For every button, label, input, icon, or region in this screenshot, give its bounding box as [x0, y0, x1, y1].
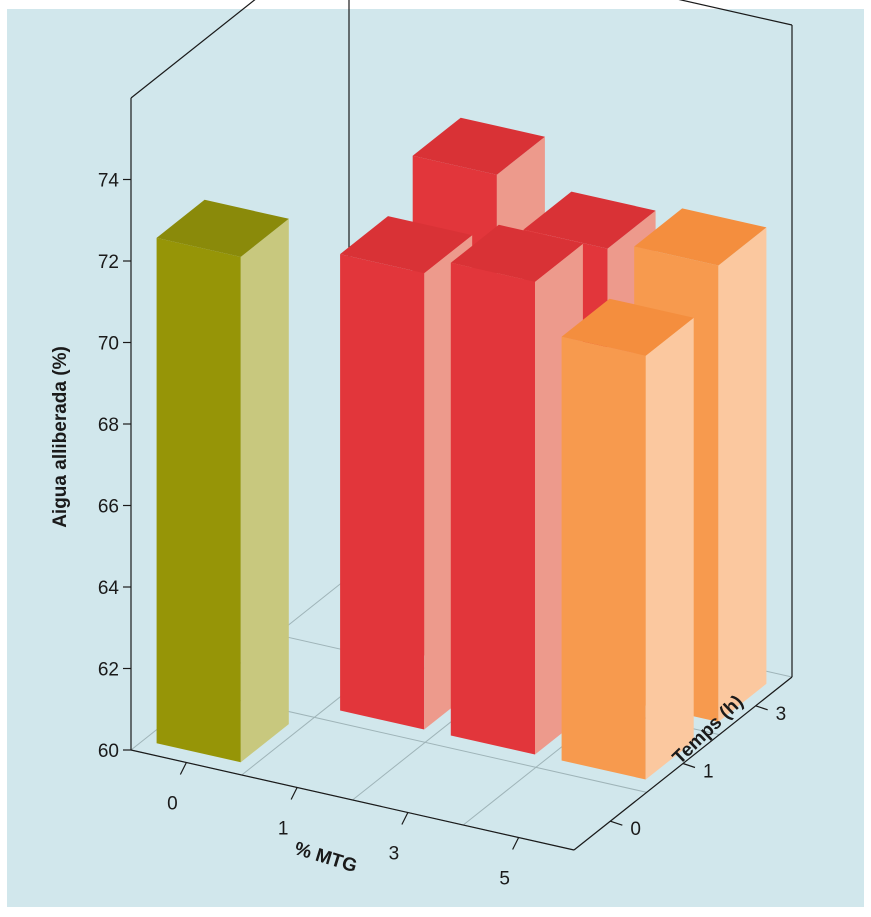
x-tick-label: 5	[499, 869, 510, 890]
x-tick-label: 0	[167, 794, 178, 815]
z-tick-label: 1	[703, 762, 714, 783]
y-tick-label: 60	[98, 741, 119, 762]
bar-top-face	[412, 117, 545, 175]
bar-mtg-5-temps-1	[561, 298, 694, 780]
bar-mtg-0-temps-0	[156, 199, 289, 763]
x-tick	[512, 837, 520, 850]
z-tick-label: 0	[630, 819, 641, 840]
y-tick-label: 74	[98, 171, 120, 192]
bar-side-face	[718, 227, 767, 722]
axes	[123, 0, 793, 851]
bar-top-face	[561, 298, 694, 356]
bars	[156, 117, 767, 780]
x-tick-label: 3	[389, 844, 400, 865]
bar-front-face	[340, 254, 425, 730]
x-tick	[401, 812, 409, 825]
x-tick-label: 1	[278, 819, 289, 840]
frame-edge	[130, 0, 256, 99]
z-tick	[755, 705, 768, 711]
x-tick	[179, 762, 187, 775]
bar-top-face	[340, 216, 473, 274]
bar-top-face	[523, 191, 656, 249]
y-tick-label: 70	[98, 334, 119, 355]
x-tick	[290, 787, 298, 800]
frame-edge	[678, 0, 793, 26]
bar-side-face	[645, 317, 694, 780]
y-tick-label: 64	[98, 578, 120, 599]
z-tick-label: 3	[776, 704, 787, 725]
y-axis-title: Aigua alliberada (%)	[50, 346, 71, 528]
z-tick	[682, 762, 696, 769]
frame-edge	[130, 749, 575, 851]
axis-labels: 60 62 64 66 68 70 72 74 0 1 3 5 0 1 3	[98, 171, 786, 890]
bar-side-face	[240, 218, 289, 763]
z-tick	[610, 820, 623, 826]
bar-top-face	[450, 224, 583, 282]
y-tick-label: 66	[98, 497, 119, 518]
bar-top-face	[634, 208, 767, 266]
bar-front-face	[450, 262, 535, 755]
bar-front-face	[156, 237, 241, 763]
bar-top-face	[156, 199, 289, 257]
y-tick-label: 68	[98, 415, 119, 436]
y-tick-label: 62	[98, 660, 119, 681]
bar-front-face	[561, 336, 646, 780]
y-tick-label: 72	[98, 252, 119, 273]
